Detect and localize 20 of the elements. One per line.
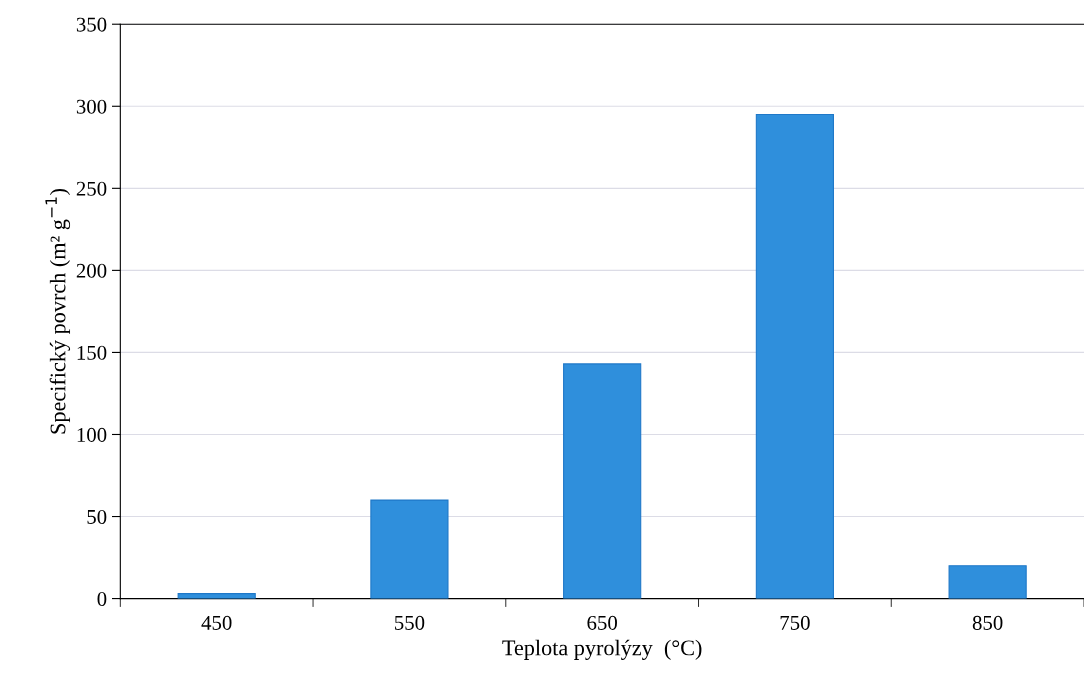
y-tick-label: 0 [97,591,107,607]
y-tick-label: 200 [76,263,107,278]
x-tick-label: 650 [587,615,617,630]
bar [370,499,449,599]
x-axis-title: Teplota pyrolýzy (°C) [502,639,702,660]
y-tick-label: 150 [77,345,107,360]
y-tick-label: 50 [87,509,107,524]
bar [563,363,642,599]
y-tick-label: 250 [76,181,107,196]
x-tick-label: 750 [780,615,810,630]
y-tick-label: 350 [76,17,107,32]
bar [755,113,834,599]
x-tick-label: 550 [395,615,425,630]
y-tick-label: 100 [77,427,107,442]
bar [177,593,256,599]
x-tick-label: 450 [201,615,232,630]
x-tick-label: 850 [972,615,1003,630]
bar [948,565,1027,599]
y-axis-title: Specifický povrch (m² g$^{−1}$) [45,188,71,434]
y-tick-label: 300 [76,99,107,114]
